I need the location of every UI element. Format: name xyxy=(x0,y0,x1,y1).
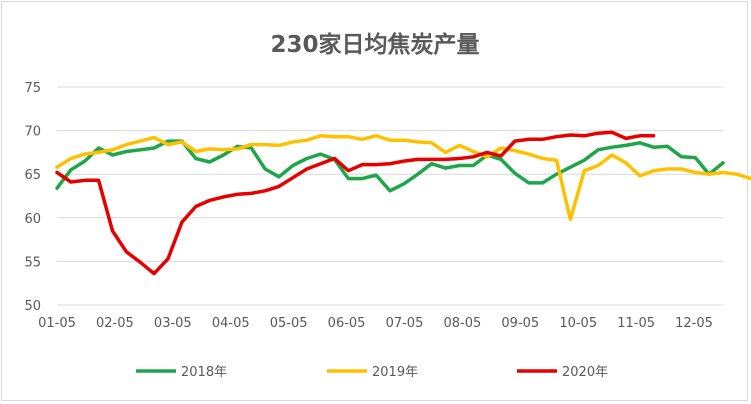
x-tick-labels: 01-05 02-05 03-05 04-05 05-05 06-05 07-05 08-05… xyxy=(38,316,713,331)
series-line-1 xyxy=(55,134,751,222)
x-tick-label: 11-05 xyxy=(617,316,655,331)
y-tick-labels: 50 55 60 65 70 75 xyxy=(24,81,41,314)
x-tick-label: 02-05 xyxy=(96,316,134,331)
legend-label-0: 2018年 xyxy=(181,365,227,380)
grid-lines xyxy=(57,86,723,306)
legend-label-1: 2019年 xyxy=(372,365,418,380)
series-lines xyxy=(55,130,751,276)
y-tick-label: 65 xyxy=(24,168,41,183)
y-tick-label: 70 xyxy=(24,125,41,140)
x-tick-label: 07-05 xyxy=(386,316,424,331)
legend: 2018年 2019年 2020年 xyxy=(136,365,608,380)
x-tick-label: 08-05 xyxy=(444,316,482,331)
x-tick-label: 03-05 xyxy=(154,316,192,331)
series-line-2 xyxy=(55,130,656,276)
y-tick-label: 75 xyxy=(24,81,41,96)
x-tick-label: 05-05 xyxy=(270,316,308,331)
legend-label-2: 2020年 xyxy=(562,365,608,380)
x-tick-label: 01-05 xyxy=(38,316,76,331)
x-tick-label: 06-05 xyxy=(328,316,366,331)
chart-title: 230家日均焦炭产量 xyxy=(270,31,479,58)
x-tick-label: 10-05 xyxy=(559,316,597,331)
y-tick-label: 55 xyxy=(24,255,41,270)
x-tick-label: 12-05 xyxy=(675,316,713,331)
x-tick-label: 09-05 xyxy=(501,316,539,331)
y-tick-label: 50 xyxy=(24,299,41,314)
y-tick-label: 60 xyxy=(24,212,41,227)
x-tick-label: 04-05 xyxy=(212,316,250,331)
series-line-0 xyxy=(55,139,725,193)
